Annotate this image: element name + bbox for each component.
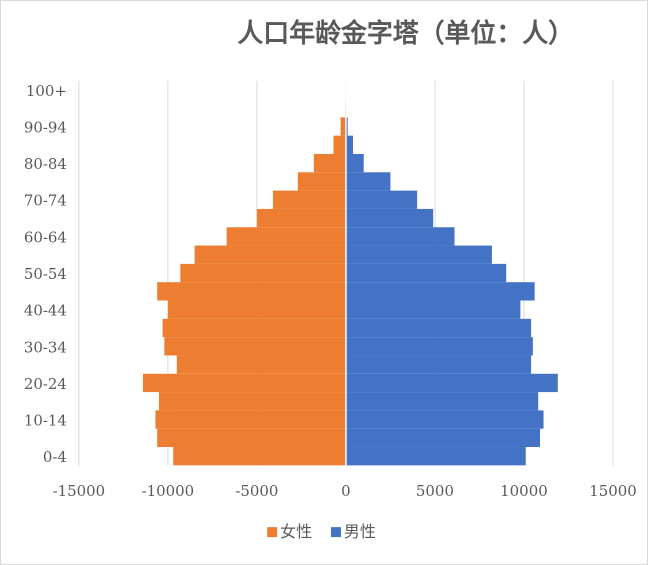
bar-male-0-4 bbox=[345, 447, 526, 466]
y-tick-label: 0-4 bbox=[43, 448, 67, 466]
bar-male-85-89 bbox=[345, 135, 354, 154]
bars bbox=[142, 80, 558, 466]
y-tick-label: 50-54 bbox=[24, 265, 67, 283]
y-tick-label: 30-34 bbox=[24, 338, 67, 356]
bar-male-75-79 bbox=[345, 172, 391, 191]
bar-female-45-49 bbox=[157, 282, 346, 301]
bar-male-35-39 bbox=[345, 318, 532, 338]
bar-female-15-19 bbox=[158, 392, 346, 411]
bar-female-5-9 bbox=[157, 428, 346, 448]
y-axis-labels: 0-4 10-14 20-24 30-34 40-44 50-54 60-64 70-74 80… bbox=[24, 82, 67, 466]
bar-male-50-54 bbox=[345, 263, 507, 283]
x-tick-label: 15000 bbox=[589, 482, 637, 500]
bar-female-75-79 bbox=[297, 172, 346, 191]
x-tick-label: 5000 bbox=[416, 482, 454, 500]
bar-male-90-94 bbox=[345, 117, 348, 136]
legend: 女性 男性 bbox=[267, 522, 376, 541]
bar-male-25-29 bbox=[345, 355, 532, 374]
legend-label-female: 女性 bbox=[280, 522, 312, 541]
y-tick-label: 20-24 bbox=[24, 375, 67, 393]
bar-female-55-59 bbox=[194, 245, 346, 264]
bar-female-90-94 bbox=[340, 117, 346, 136]
bar-female-50-54 bbox=[180, 263, 346, 283]
bar-female-70-74 bbox=[272, 190, 346, 209]
bar-female-35-39 bbox=[162, 318, 346, 338]
bar-male-80-84 bbox=[345, 153, 364, 173]
bar-male-5-9 bbox=[345, 428, 540, 448]
bar-male-45-49 bbox=[345, 282, 535, 301]
y-tick-label: 100+ bbox=[26, 82, 67, 100]
bar-female-30-34 bbox=[164, 337, 346, 356]
bar-male-10-14 bbox=[345, 410, 544, 429]
bar-female-85-89 bbox=[333, 135, 346, 154]
bar-male-15-19 bbox=[345, 392, 539, 411]
legend-swatch-male bbox=[330, 527, 341, 538]
bar-female-65-69 bbox=[256, 208, 346, 228]
chart-title: 人口年龄金字塔（单位：人） bbox=[237, 18, 574, 49]
bar-male-40-44 bbox=[345, 300, 521, 319]
bar-female-0-4 bbox=[173, 447, 346, 466]
bar-male-60-64 bbox=[345, 227, 455, 246]
x-tick-label: -15000 bbox=[53, 482, 106, 500]
bar-male-65-69 bbox=[345, 208, 434, 228]
bar-female-60-64 bbox=[226, 227, 346, 246]
bar-female-20-24 bbox=[142, 373, 346, 393]
bar-male-20-24 bbox=[345, 373, 558, 393]
x-tick-label: 10000 bbox=[500, 482, 548, 500]
y-tick-label: 10-14 bbox=[24, 412, 67, 430]
bar-male-70-74 bbox=[345, 190, 418, 209]
x-axis-labels: -15000 -10000 -5000 0 5000 10000 15000 bbox=[53, 482, 637, 500]
bar-female-80-84 bbox=[313, 153, 346, 173]
bar-female-10-14 bbox=[155, 410, 346, 429]
x-tick-label: -5000 bbox=[235, 482, 278, 500]
y-tick-label: 90-94 bbox=[24, 118, 67, 136]
bar-male-55-59 bbox=[345, 245, 492, 264]
y-tick-label: 60-64 bbox=[24, 228, 67, 246]
x-tick-label: 0 bbox=[341, 482, 351, 500]
bar-female-40-44 bbox=[167, 300, 346, 319]
y-tick-label: 70-74 bbox=[24, 192, 67, 210]
x-tick-label: -10000 bbox=[142, 482, 195, 500]
y-tick-label: 80-84 bbox=[24, 155, 67, 173]
legend-swatch-female bbox=[267, 527, 278, 538]
bar-male-30-34 bbox=[345, 337, 533, 356]
y-tick-label: 40-44 bbox=[24, 302, 67, 320]
legend-label-male: 男性 bbox=[344, 522, 376, 541]
bar-female-25-29 bbox=[176, 355, 346, 374]
